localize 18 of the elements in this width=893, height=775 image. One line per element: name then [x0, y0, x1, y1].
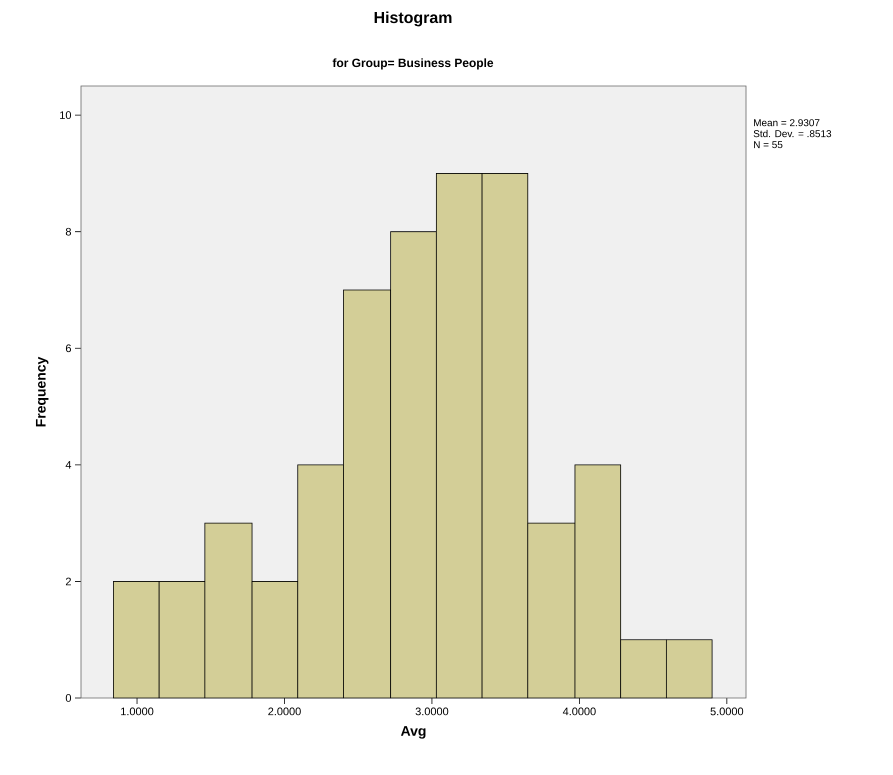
- y-tick-label: 8: [66, 228, 71, 236]
- text: N = 55: [754, 141, 782, 148]
- x-tick-label: 3.0000: [416, 708, 448, 716]
- x-tick-label: 2.0000: [268, 708, 301, 716]
- y-tick-label: 6: [66, 344, 71, 352]
- y-tick-label: 0: [66, 694, 72, 702]
- text: Std. Dev. = .8513: [754, 130, 832, 138]
- y-axis-title: Frequency: [36, 356, 48, 426]
- text: Mean = 2.9307: [754, 119, 820, 126]
- x-axis-title: Avg: [400, 726, 426, 739]
- x-tick-label: 1.0000: [121, 708, 154, 716]
- chart-subtitle: for Group= Business People: [332, 58, 494, 70]
- x-tick-label: 5.0000: [710, 708, 744, 716]
- chart-title: Histogram: [374, 11, 452, 26]
- y-tick-label: 2: [66, 578, 71, 586]
- y-tick-label: 10: [60, 111, 72, 120]
- y-tick-label: 4: [66, 461, 72, 469]
- x-tick-label: 4.0000: [562, 708, 596, 716]
